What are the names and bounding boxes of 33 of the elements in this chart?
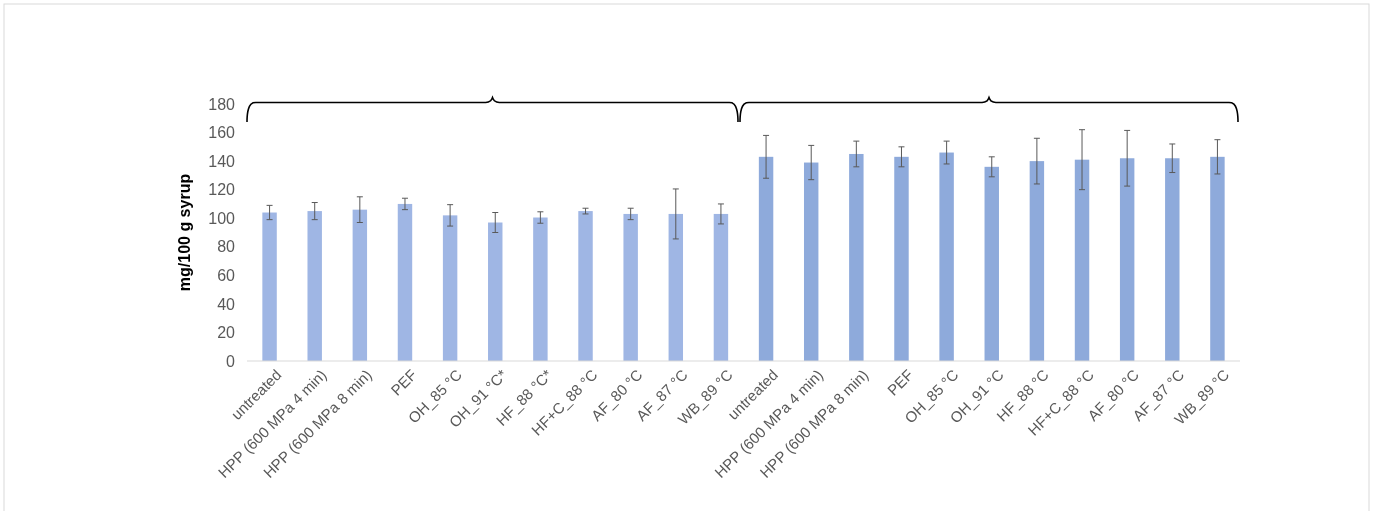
bar [939,152,954,361]
bar [1029,161,1045,361]
bar [668,213,684,361]
y-tick-label: 180 [208,95,236,113]
y-tick-label: 140 [208,152,236,170]
bar [533,217,548,361]
y-axis-title: mg/100 g syrup [176,173,193,292]
bar [713,213,729,361]
bar [442,215,458,361]
bar [894,156,909,361]
bar [488,222,503,361]
y-tick-label: 60 [217,266,236,284]
y-tick-label: 40 [217,295,236,313]
bar [803,162,819,361]
bar [1119,158,1135,361]
y-tick-label: 80 [217,238,236,256]
bar [849,153,864,361]
bar [307,211,322,361]
y-tick-label: 120 [208,181,236,199]
bar [578,211,593,361]
bar [397,203,413,361]
y-tick-label: 100 [208,209,236,227]
bar [262,212,277,361]
bar [758,156,774,361]
bar [984,166,999,361]
bar [1074,159,1090,361]
bar [623,213,638,361]
y-tick-label: 160 [208,124,236,142]
bar [352,209,368,361]
y-tick-label: 0 [226,352,236,370]
bar [1210,156,1225,361]
bar [1165,158,1180,361]
y-tick-label: 20 [217,324,236,342]
